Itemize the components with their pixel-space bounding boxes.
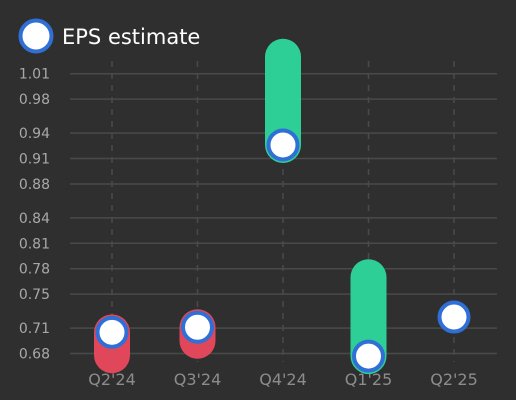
y-tick-label: 0.91 [19,152,50,168]
x-tick-label: Q4'24 [259,370,307,389]
y-tick-label: 0.81 [19,236,50,252]
x-axis-tick-labels: Q2'24 Q3'24 Q4'24 Q1'25 Q2'25 [88,370,478,389]
legend-label: EPS estimate [62,25,200,49]
y-axis-tick-labels: 1.01 0.98 0.94 0.91 0.88 0.84 0.81 0.78 0.75 0.71… [19,67,50,363]
estimate-points [95,128,471,373]
x-tick-label: Q2'25 [430,370,478,389]
legend: EPS estimate [18,18,200,54]
legend-marker-icon [18,18,54,54]
y-tick-label: 1.01 [19,67,50,83]
y-tick-label: 0.84 [19,211,50,227]
estimate-point [266,128,300,162]
x-tick-label: Q3'24 [174,370,222,389]
y-tick-label: 0.94 [19,126,50,142]
y-tick-label: 0.75 [19,287,50,303]
estimate-point [95,315,129,349]
estimate-point [181,310,214,344]
estimate-point [437,300,471,334]
y-tick-label: 0.68 [19,347,50,363]
y-tick-label: 0.98 [19,92,50,108]
y-tick-label: 0.71 [19,321,50,337]
x-tick-label: Q1'25 [345,370,393,389]
surprise-bars [94,38,387,375]
x-tick-label: Q2'24 [88,370,136,389]
y-tick-label: 0.78 [19,262,50,278]
y-tick-label: 0.88 [19,177,50,193]
estimate-point [352,339,385,373]
